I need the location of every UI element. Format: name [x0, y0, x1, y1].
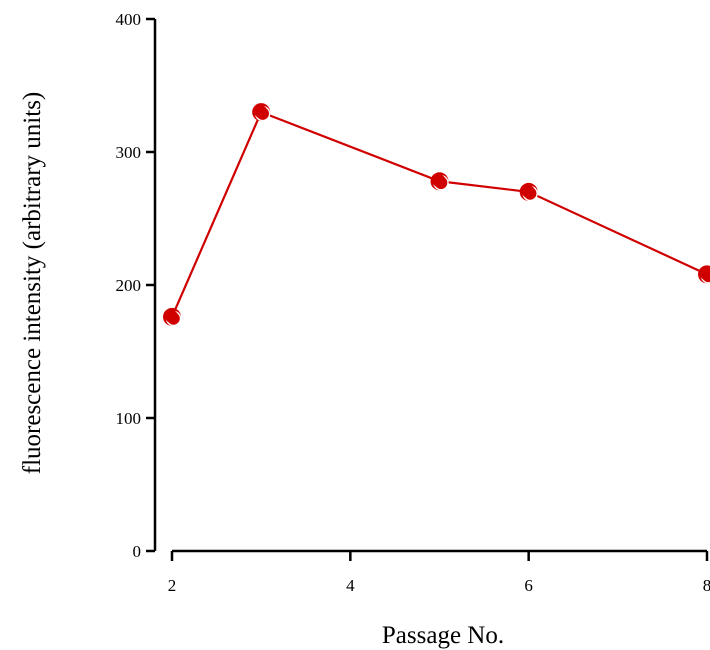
- data-point: [430, 172, 449, 191]
- x-axis: 2 4 6 8: [168, 549, 710, 595]
- y-tick-label: 300: [116, 143, 142, 162]
- x-ticks: 2 4 6 8: [168, 551, 710, 595]
- y-tick-label: 0: [133, 542, 142, 561]
- data-point-fill: [254, 105, 268, 119]
- data-point: [519, 182, 538, 202]
- x-tick-label: 6: [524, 576, 533, 595]
- y-tick-label: 100: [116, 409, 142, 428]
- y-tick-label: 400: [116, 10, 142, 29]
- x-axis-title: Passage No.: [382, 622, 504, 649]
- x-tick-label: 8: [703, 576, 710, 595]
- data-point: [252, 103, 271, 122]
- y-ticks: 0 100 200 300 400: [116, 10, 155, 561]
- data-point-fill: [432, 174, 446, 188]
- data-point: [698, 265, 710, 284]
- y-axis: 0 100 200 300 400: [116, 10, 157, 561]
- data-point-fill: [700, 267, 710, 281]
- series-line: [170, 110, 708, 318]
- data-point-fill: [521, 184, 535, 198]
- data-point: [163, 307, 182, 327]
- x-tick-label: 4: [346, 576, 355, 595]
- x-tick-label: 2: [168, 576, 177, 595]
- series-layer: [163, 103, 710, 327]
- y-axis-title: fluorescence intensity (arbitrary units): [19, 92, 46, 475]
- y-tick-label: 200: [116, 276, 142, 295]
- data-point-fill: [165, 309, 178, 323]
